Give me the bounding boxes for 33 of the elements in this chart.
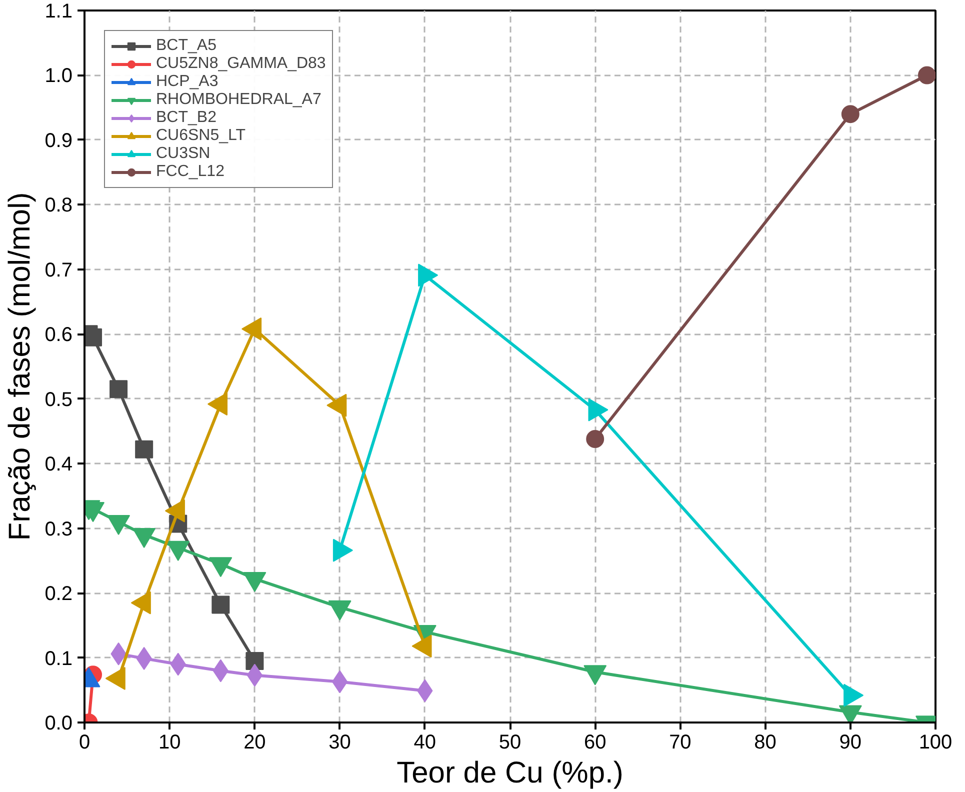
legend-label: CU6SN5_LT [156, 127, 246, 145]
x-axis-title: Teor de Cu (%p.) [396, 756, 624, 790]
x-tick-label: 90 [839, 732, 862, 754]
x-tick-label: 50 [498, 732, 522, 754]
x-tick-label: 10 [158, 732, 181, 754]
legend-label: CU5ZN8_GAMMA_D83 [156, 55, 326, 73]
y-tick-label: 0.6 [44, 324, 73, 346]
y-axis-title: Fração de fases (mol/mol) [4, 192, 37, 541]
y-tick-label: 0.7 [44, 259, 73, 282]
y-tick-label: 0.4 [44, 454, 73, 476]
y-tick-label: 0.1 [44, 648, 73, 670]
x-tick-label: 40 [414, 732, 436, 754]
x-tick-label: 30 [328, 732, 351, 754]
x-tick-label: 70 [669, 732, 692, 754]
legend-label: BCT_B2 [156, 109, 216, 127]
legend-label: HCP_A3 [156, 73, 218, 91]
legend-label: BCT_A5 [156, 37, 216, 55]
x-tick-label: 60 [584, 732, 606, 754]
y-tick-label: 0.0 [44, 712, 73, 734]
legend-label: CU3SN [156, 145, 210, 163]
legend-label: FCC_L12 [156, 163, 224, 181]
x-tick-label: 20 [244, 732, 266, 754]
x-tick-label: 0 [78, 732, 90, 754]
y-tick-label: 0.5 [44, 388, 73, 411]
y-tick-label: 0.2 [44, 583, 73, 606]
y-tick-label: 0.3 [44, 518, 73, 540]
y-tick-label: 1.1 [44, 0, 73, 22]
x-tick-label: 80 [754, 732, 776, 754]
y-tick-label: 0.9 [44, 130, 73, 152]
y-tick-label: 0.8 [44, 194, 73, 217]
y-tick-label: 1.0 [44, 65, 73, 88]
x-tick-label: 100 [918, 732, 952, 754]
legend-label: RHOMBOHEDRAL_A7 [156, 91, 322, 109]
